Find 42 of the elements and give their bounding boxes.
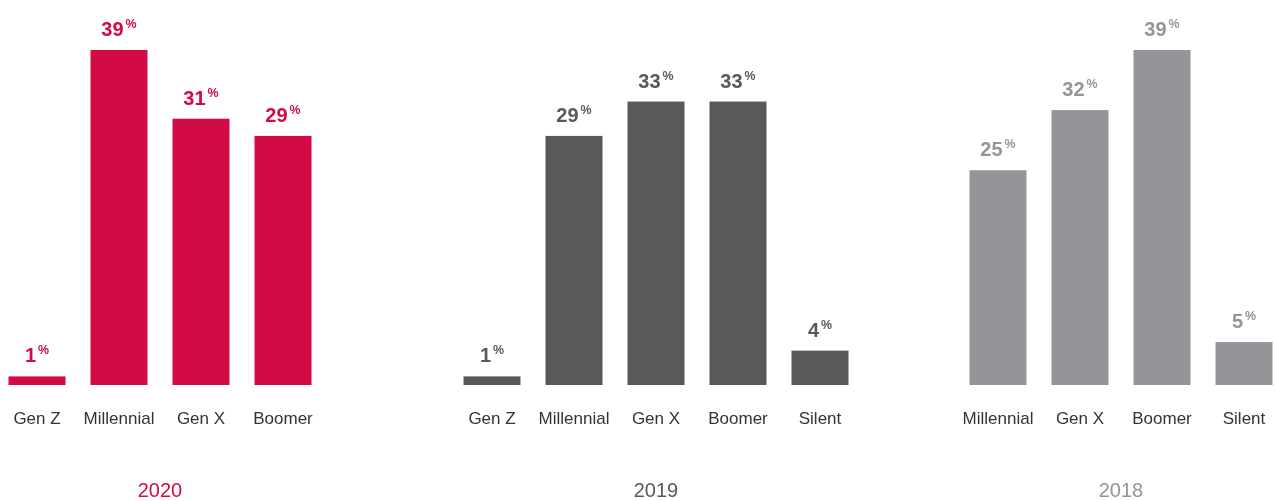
text: 2020: [137, 479, 183, 501]
data-label: 25$^{%}$: [980, 137, 1016, 161]
bar: [463, 376, 521, 385]
x-tick-label: Silent: [798, 409, 842, 428]
data-label: 39$^{%}$: [1144, 17, 1180, 40]
text: 2019: [633, 479, 679, 501]
bar: [709, 101, 767, 385]
bar: [1051, 110, 1109, 385]
x-tick-label: Millennial: [962, 409, 1034, 428]
bar: [791, 350, 849, 385]
x-tick-label: Gen Z: [13, 409, 61, 428]
data-label: 1$^{%}$: [479, 343, 505, 367]
bar: [8, 376, 66, 385]
text: 2018: [1098, 479, 1144, 501]
data-label: 39$^{%}$: [101, 17, 137, 40]
x-tick-label: Silent: [1222, 409, 1266, 428]
bar: [90, 50, 148, 385]
bar: [545, 135, 603, 385]
data-label: 33$^{%}$: [720, 68, 756, 92]
data-label: 5$^{%}$: [1231, 309, 1257, 333]
x-tick-label: Gen X: [176, 409, 226, 428]
bar: [254, 135, 312, 385]
data-label: 4$^{%}$: [807, 317, 833, 341]
x-tick-label: Millennial: [538, 409, 610, 428]
data-label: 31$^{%}$: [183, 85, 219, 109]
data-label: 33$^{%}$: [638, 68, 674, 92]
x-tick-label: Gen Z: [468, 409, 516, 428]
bar: [1133, 50, 1191, 385]
data-label: 29$^{%}$: [556, 103, 592, 126]
data-label: 29$^{%}$: [265, 103, 301, 126]
bar: [172, 118, 230, 385]
data-label: 1$^{%}$: [24, 343, 50, 367]
bar: [969, 170, 1027, 385]
x-tick-label: Millennial: [83, 409, 155, 428]
bar: [627, 101, 685, 385]
x-tick-label: Gen X: [631, 409, 681, 428]
x-tick-label: Boomer: [1132, 409, 1193, 428]
x-tick-label: Boomer: [708, 409, 769, 428]
bar: [1215, 342, 1273, 385]
x-tick-label: Gen X: [1055, 409, 1105, 428]
data-label: 32$^{%}$: [1062, 77, 1098, 101]
x-tick-label: Boomer: [253, 409, 314, 428]
